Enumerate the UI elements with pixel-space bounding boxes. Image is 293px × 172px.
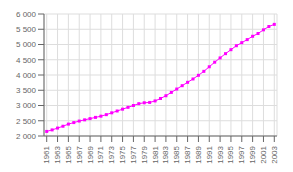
- svg-text:1999: 1999: [248, 145, 257, 163]
- svg-text:1989: 1989: [194, 145, 203, 163]
- svg-text:1991: 1991: [205, 145, 214, 163]
- svg-text:1987: 1987: [183, 145, 192, 163]
- svg-text:1975: 1975: [118, 145, 127, 163]
- svg-text:3 500: 3 500: [16, 86, 37, 95]
- svg-text:1993: 1993: [216, 145, 225, 163]
- svg-text:4 500: 4 500: [16, 56, 37, 65]
- svg-text:1961: 1961: [42, 145, 51, 163]
- svg-text:5 000: 5 000: [16, 40, 37, 49]
- svg-text:1963: 1963: [53, 145, 62, 163]
- svg-text:2001: 2001: [259, 145, 268, 163]
- svg-text:1983: 1983: [161, 145, 170, 163]
- svg-text:5 500: 5 500: [16, 25, 37, 34]
- svg-text:2003: 2003: [270, 145, 279, 163]
- svg-text:3 000: 3 000: [16, 101, 37, 110]
- svg-text:6 000: 6 000: [16, 10, 37, 19]
- svg-text:1979: 1979: [140, 145, 149, 163]
- svg-text:1985: 1985: [172, 145, 181, 163]
- svg-text:1971: 1971: [96, 145, 105, 163]
- svg-text:1997: 1997: [237, 145, 246, 163]
- svg-text:1981: 1981: [151, 145, 160, 163]
- svg-text:1969: 1969: [86, 145, 95, 163]
- svg-text:4 000: 4 000: [16, 71, 37, 80]
- svg-text:1967: 1967: [75, 145, 84, 163]
- svg-text:1977: 1977: [129, 145, 138, 163]
- svg-text:1995: 1995: [226, 145, 235, 163]
- svg-text:2 500: 2 500: [16, 117, 37, 126]
- svg-text:1973: 1973: [107, 145, 116, 163]
- svg-text:2 000: 2 000: [16, 132, 37, 141]
- svg-text:1965: 1965: [64, 145, 73, 163]
